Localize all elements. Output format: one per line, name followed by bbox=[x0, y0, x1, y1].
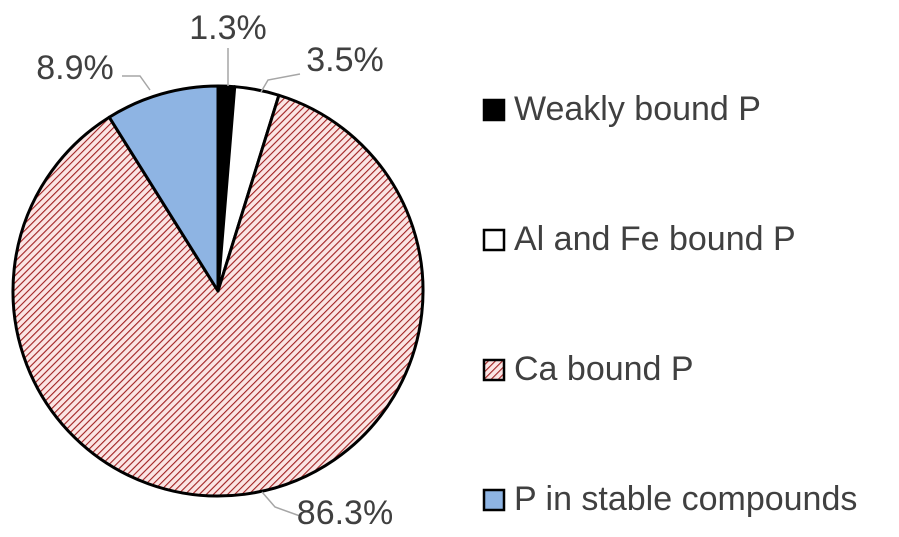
data-label: 1.3% bbox=[189, 9, 267, 47]
legend-swatch bbox=[482, 98, 506, 122]
leader-line bbox=[260, 73, 301, 93]
legend-label: P in stable compounds bbox=[514, 480, 857, 518]
data-label: 3.5% bbox=[306, 41, 384, 79]
leader-line bbox=[122, 75, 151, 91]
data-label: 86.3% bbox=[297, 494, 393, 532]
legend-swatch bbox=[482, 358, 506, 382]
legend-swatch bbox=[482, 488, 506, 512]
legend-label: Ca bound P bbox=[514, 350, 694, 388]
legend-label: Al and Fe bound P bbox=[514, 220, 796, 258]
pie-slice bbox=[107, 84, 220, 293]
leader-line bbox=[261, 491, 301, 517]
legend-label: Weakly bound P bbox=[514, 90, 761, 128]
data-label: 8.9% bbox=[36, 49, 114, 87]
legend-swatch bbox=[482, 228, 506, 252]
pie-slice bbox=[11, 93, 425, 498]
